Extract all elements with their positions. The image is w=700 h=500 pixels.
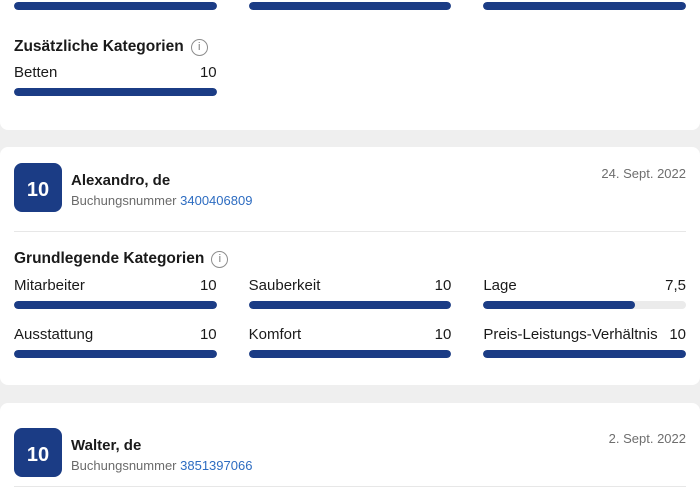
review-date: 2. Sept. 2022 xyxy=(608,431,686,446)
rating-bar-fill xyxy=(483,301,636,309)
reviewer-block: Alexandro, de Buchungsnummer 3400406809 xyxy=(71,163,252,212)
category-item-betten: Betten 10 xyxy=(14,65,217,96)
score-badge: 10 xyxy=(14,163,62,212)
rating-bar-fill xyxy=(483,2,686,10)
rating-bar-fill xyxy=(248,2,452,10)
rating-bar xyxy=(248,301,452,309)
rating-bars-row xyxy=(14,2,686,10)
rating-bar xyxy=(248,2,452,10)
reviewer-block: Walter, de Buchungsnummer 3851397066 xyxy=(71,428,252,477)
section-title: Zusätzliche Kategorien xyxy=(14,38,184,55)
rating-bar-fill xyxy=(248,301,452,309)
rating-bar xyxy=(248,350,452,358)
booking-label: Buchungsnummer xyxy=(71,458,177,473)
rating-bar xyxy=(14,350,217,358)
info-icon[interactable]: i xyxy=(190,38,208,56)
review-header: 10 Alexandro, de Buchungsnummer 34004068… xyxy=(14,163,686,212)
review-card-partial: Zusätzliche Kategorien i Betten 10 xyxy=(0,0,700,130)
booking-number-link[interactable]: 3400406809 xyxy=(180,193,253,208)
rating-bar xyxy=(14,88,217,96)
rating-bar xyxy=(483,2,686,10)
review-date: 24. Sept. 2022 xyxy=(601,166,686,181)
rating-bar-fill xyxy=(14,88,217,96)
section-title: Grundlegende Kategorien xyxy=(14,250,205,267)
booking-line: Buchungsnummer 3400406809 xyxy=(71,193,252,209)
category-item-ausstattung: Ausstattung 10 xyxy=(14,327,217,358)
category-label: Komfort xyxy=(248,326,302,343)
category-label: Betten xyxy=(14,64,58,81)
rating-bar-fill xyxy=(14,2,217,10)
category-item-lage: Lage 7,5 xyxy=(483,278,686,309)
review-header: 10 Walter, de Buchungsnummer 3851397066 … xyxy=(14,428,686,477)
category-label: Ausstattung xyxy=(14,326,94,343)
category-label: Sauberkeit xyxy=(248,277,321,294)
category-value: 10 xyxy=(434,326,452,343)
info-icon[interactable]: i xyxy=(211,250,229,268)
category-value: 10 xyxy=(199,64,217,81)
review-card-alexandro: 10 Alexandro, de Buchungsnummer 34004068… xyxy=(0,147,700,385)
category-item-preis-leistung: Preis-Leistungs-Verhältnis 10 xyxy=(483,327,686,358)
rating-bar-fill xyxy=(483,350,686,358)
reviewer-name: Walter, de xyxy=(71,437,142,454)
divider xyxy=(14,231,686,232)
rating-bar xyxy=(14,2,217,10)
basic-categories-heading: Grundlegende Kategorien i xyxy=(14,250,686,268)
basic-categories-grid: Mitarbeiter 10 Sauberkeit 10 Lage 7,5 xyxy=(14,278,686,358)
reviewer-name: Alexandro, de xyxy=(71,172,171,189)
category-item-komfort: Komfort 10 xyxy=(248,326,452,358)
category-value: 10 xyxy=(434,277,452,294)
rating-bar xyxy=(483,350,686,358)
score-badge: 10 xyxy=(14,428,62,477)
extra-categories-grid: Betten 10 xyxy=(14,65,686,96)
category-value: 10 xyxy=(199,326,217,343)
booking-label: Buchungsnummer xyxy=(71,193,177,208)
booking-line: Buchungsnummer 3851397066 xyxy=(71,458,252,474)
category-value: 7,5 xyxy=(665,277,686,294)
category-label: Preis-Leistungs-Verhältnis xyxy=(483,326,658,343)
rating-bar-fill xyxy=(14,350,217,358)
category-item-mitarbeiter: Mitarbeiter 10 xyxy=(14,278,217,309)
booking-number-link[interactable]: 3851397066 xyxy=(180,458,253,473)
rating-bar-fill xyxy=(248,350,452,358)
category-value: 10 xyxy=(199,277,217,294)
category-value: 10 xyxy=(669,326,686,343)
review-card-walter: 10 Walter, de Buchungsnummer 3851397066 … xyxy=(0,403,700,500)
category-label: Lage xyxy=(483,277,517,294)
rating-bar xyxy=(483,301,686,309)
rating-bar-fill xyxy=(14,301,217,309)
category-item-sauberkeit: Sauberkeit 10 xyxy=(248,277,452,309)
rating-bar xyxy=(14,301,217,309)
extra-categories-heading: Zusätzliche Kategorien i xyxy=(14,38,686,56)
category-label: Mitarbeiter xyxy=(14,277,85,294)
divider xyxy=(14,486,686,487)
